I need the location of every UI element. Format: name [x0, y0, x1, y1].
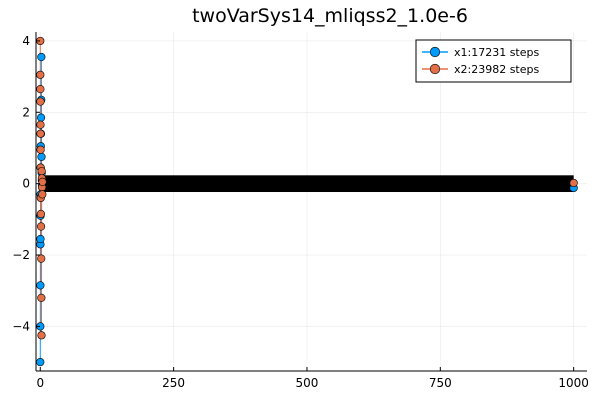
data-point-series-2 [36, 84, 45, 94]
data-point-series-1 [36, 281, 45, 290]
x-tick-label: 750 [429, 376, 452, 390]
data-point-series-2 [36, 222, 46, 231]
chart-title: twoVarSys14_mliqss2_1.0e-6 [192, 5, 468, 27]
legend-label-2: x2:23982 steps [454, 63, 539, 76]
y-tick-label: 0 [22, 177, 30, 191]
dense-marker-band [42, 175, 574, 193]
data-point-series-2 [37, 293, 46, 302]
data-point-series-1 [37, 152, 46, 161]
data-point-series-1 [36, 357, 45, 367]
data-point-series-2 [38, 177, 47, 186]
data-point-series-1 [36, 113, 46, 122]
legend-box [415, 39, 572, 83]
legend: x1:17231 steps x2:23982 steps [415, 39, 572, 83]
data-point-series-2 [36, 209, 46, 219]
legend-marker-2 [429, 63, 441, 75]
y-tick-label: 4 [22, 34, 30, 48]
y-tick-label: −2 [12, 248, 30, 262]
data-point-series-2 [38, 190, 47, 199]
data-point-series-2 [36, 145, 45, 154]
x-tick-label: 0 [36, 376, 44, 390]
axes: 0 250 500 750 1000 −4 −2 0 2 4 [12, 32, 589, 390]
x-tick-label: 500 [296, 376, 319, 390]
data-point-series-2 [36, 97, 45, 106]
data-point-series-1 [36, 234, 45, 244]
data-point-series-2 [37, 331, 46, 340]
data-point-series-2 [37, 254, 46, 263]
legend-marker-1 [429, 46, 441, 58]
x-tick-label: 250 [162, 376, 185, 390]
legend-label-1: x1:17231 steps [454, 46, 539, 59]
data-point-series-2 [36, 120, 45, 129]
data-point-series-2 [569, 178, 578, 188]
data-point-series-2 [36, 70, 45, 79]
y-tick-label: 2 [22, 105, 30, 119]
y-tick-label: −4 [12, 319, 30, 333]
data-point-series-1 [37, 52, 46, 62]
data-point-series-2 [37, 167, 46, 176]
data-point-series-2 [36, 129, 45, 138]
x-tick-label: 1000 [558, 376, 589, 390]
series-layer [36, 36, 578, 367]
